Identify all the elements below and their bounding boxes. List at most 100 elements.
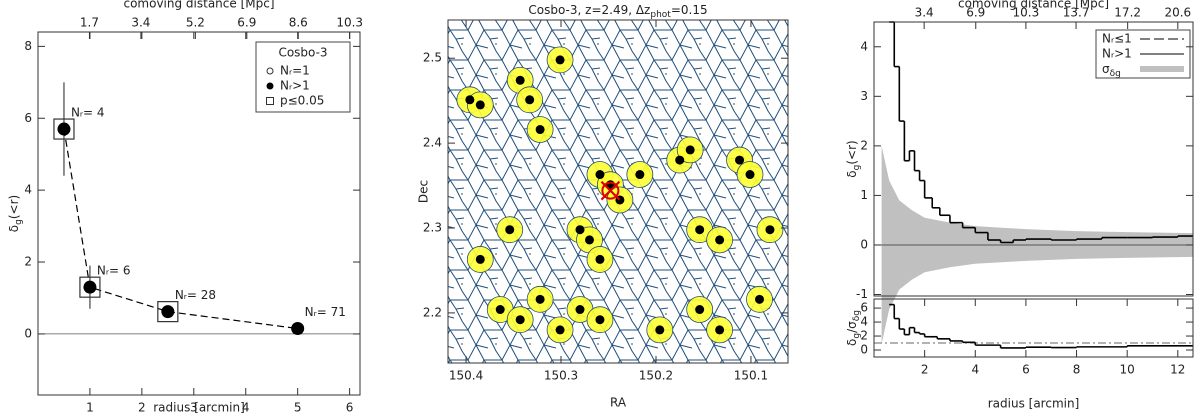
member-galaxy <box>475 254 485 264</box>
x2-tick-label: 10.3 <box>1013 6 1040 20</box>
y-axis-label-part: g <box>14 219 24 225</box>
y-tick-label: 2 <box>860 138 868 152</box>
member-galaxy <box>535 125 545 135</box>
member-galaxy <box>755 294 765 304</box>
point-label: Nᵣ= 28 <box>175 288 216 302</box>
y-tick-label: 1 <box>860 188 868 202</box>
member-galaxy <box>765 225 775 235</box>
panel: Nᵣ= 4 Nᵣ= 6 Nᵣ= 28 Nᵣ= 71 Cosbo-3 1 2 3 4 5 6 1.7 3.… <box>24 16 363 415</box>
x2-tick-label: 13.7 <box>1063 6 1090 20</box>
member-galaxy <box>555 325 565 335</box>
plot-frame <box>37 31 361 396</box>
member-galaxy <box>715 325 725 335</box>
x2-tick-label: 20.6 <box>1164 6 1191 20</box>
x-tick-label: 150.1 <box>734 369 768 383</box>
point-label: Nᵣ= 6 <box>97 264 131 278</box>
trend-line <box>63 128 298 330</box>
y-tick-label: 2.5 <box>423 51 442 65</box>
x2-tick-label: 6.9 <box>237 16 256 30</box>
x-tick-label: 2 <box>921 363 929 377</box>
y-tick-label: 0 <box>860 237 868 251</box>
plot-frame <box>447 19 789 364</box>
x2-tick-label: 10.3 <box>336 16 363 30</box>
y-axis-label-part: δg <box>852 310 862 321</box>
member-galaxy <box>695 305 705 315</box>
point <box>291 322 305 336</box>
x-tick-label: 6 <box>346 401 354 415</box>
x2-tick-label: 3.4 <box>915 6 934 20</box>
significance-box <box>79 276 101 298</box>
plot-frame <box>873 298 1194 358</box>
y-axis-label: δg/σδg <box>845 310 862 346</box>
x-tick-label: 10 <box>1120 363 1135 377</box>
sigma-band <box>881 244 1193 345</box>
legend-label: Nᵣ≤1 <box>1102 32 1132 46</box>
x-tick-label: 150.3 <box>544 369 578 383</box>
y-tick-label: 2.2 <box>423 305 442 319</box>
y-axis-label-part: δ <box>845 170 859 177</box>
y-tick-label: 3 <box>860 89 868 103</box>
member-galaxy <box>575 305 585 315</box>
x-tick-label: 8 <box>1073 363 1081 377</box>
chart-title-part: phot <box>650 10 671 20</box>
y-tick-label: 0 <box>860 343 868 357</box>
member-galaxy <box>535 294 545 304</box>
point <box>57 122 71 136</box>
member-galaxy <box>555 55 565 65</box>
y-tick-label: 2 <box>24 255 32 269</box>
x-tick-label: 150.2 <box>639 369 673 383</box>
center-cross <box>600 180 621 201</box>
y-tick-label: 6 <box>860 301 868 315</box>
x2-axis-label: comoving distance [Mpc] <box>958 0 1109 11</box>
x-axis-label: radius [arcmin] <box>988 397 1080 411</box>
x-axis-label: radius [arcmin] <box>153 401 245 415</box>
member-galaxy <box>685 145 695 155</box>
y-axis-label: δg(<r) <box>7 195 24 232</box>
legend-label-part: δg <box>1110 69 1121 79</box>
member-galaxy <box>675 155 685 165</box>
y-tick-label: 4 <box>24 183 32 197</box>
chart-title-part: Cosbo-3, z=2.49, Δz <box>528 3 650 17</box>
x-axis-label: RA <box>610 396 627 410</box>
member-galaxy <box>735 155 745 165</box>
x2-tick-label: 5.2 <box>186 16 205 30</box>
member-galaxy <box>635 170 645 180</box>
x2-tick-label: 6.9 <box>966 6 985 20</box>
y-axis-label-part: g <box>852 165 862 171</box>
legend-label: p≤0.05 <box>280 94 324 108</box>
legend-label: Nᵣ=1 <box>280 64 310 78</box>
legend-symbol <box>266 97 274 105</box>
member-galaxy <box>595 315 605 325</box>
legend-label: σδg <box>1102 62 1121 79</box>
member-galaxy <box>595 254 605 264</box>
member-galaxy <box>585 235 595 245</box>
y-axis-label: Dec <box>417 180 431 203</box>
member-galaxy <box>575 225 585 235</box>
x-tick-label: 4 <box>242 401 250 415</box>
member-galaxy <box>715 235 725 245</box>
x-tick-label: 5 <box>294 401 302 415</box>
y-tick-label: 4 <box>860 39 868 53</box>
x-tick-label: 6 <box>1022 363 1030 377</box>
member-galaxy <box>515 315 525 325</box>
chart-title-part: =0.15 <box>671 3 708 17</box>
map-area <box>448 20 788 363</box>
significance-box <box>157 301 179 323</box>
member-galaxy <box>475 100 485 110</box>
y-axis-label: δg(<r) <box>845 140 862 177</box>
y-axis-label-part: (<r) <box>7 195 21 219</box>
member-galaxy <box>495 305 505 315</box>
point-label: Nᵣ= 71 <box>305 305 346 319</box>
panel: 150.4 150.3 150.2 150.1 2.2 2.3 2.4 2.5 <box>423 19 789 383</box>
y-axis-label-part: δ <box>7 225 21 232</box>
legend-label: Nᵣ>1 <box>1102 47 1132 61</box>
y-tick-label: 8 <box>24 39 32 53</box>
point <box>83 280 97 294</box>
significance-box <box>53 118 75 140</box>
x2-tick-label: 3.4 <box>131 16 150 30</box>
y-tick-label: 0 <box>24 326 32 340</box>
member-galaxy <box>525 95 535 105</box>
point <box>161 305 175 319</box>
x-tick-label: 150.4 <box>449 369 483 383</box>
